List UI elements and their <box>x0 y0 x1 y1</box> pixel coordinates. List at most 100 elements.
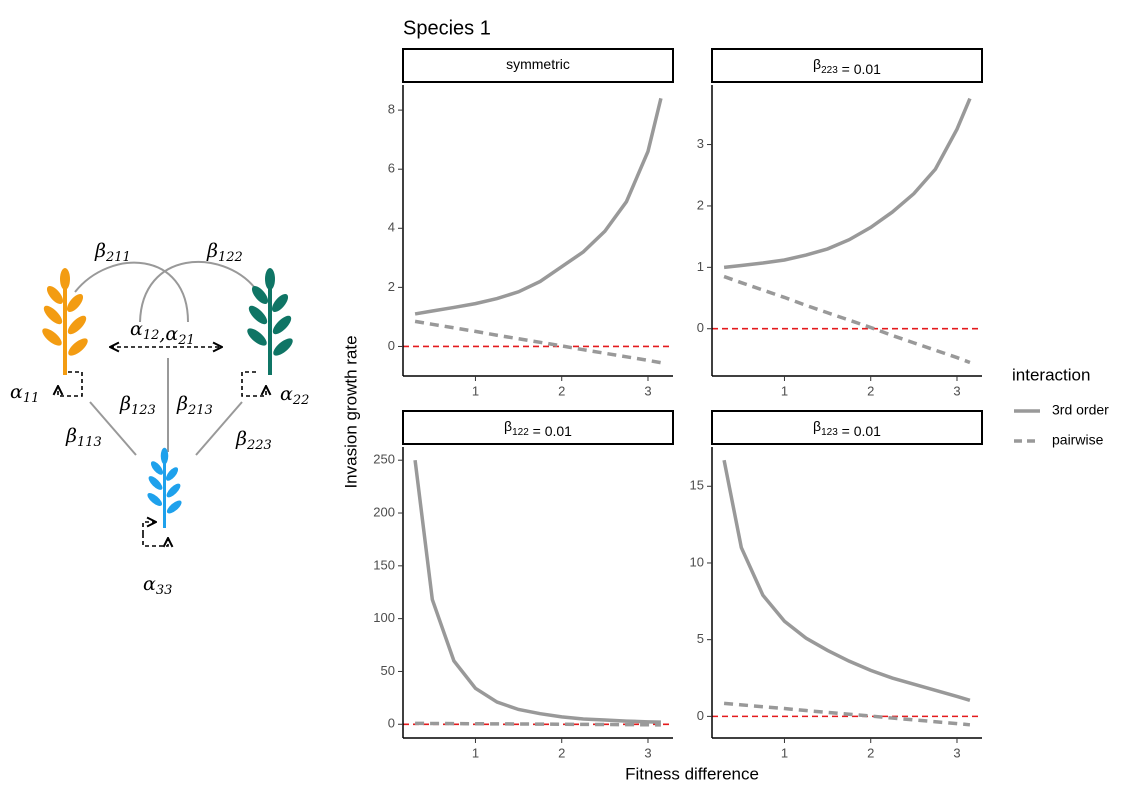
y-tick-label: 0 <box>388 716 395 731</box>
y-tick-label: 50 <box>381 663 395 678</box>
y-tick-label: 2 <box>697 197 704 212</box>
y-tick-label: 3 <box>697 136 704 151</box>
diagram-label-subscript: 223 <box>246 438 272 453</box>
y-tick-label: 250 <box>373 452 395 467</box>
facet-strip-label-subscript: 123 <box>821 427 838 438</box>
facet-strip-label-part: symmetric <box>506 56 570 72</box>
diagram-label-part: β <box>206 240 218 262</box>
facet-strip-label-subscript: 223 <box>821 65 838 76</box>
facet-strip <box>711 48 983 83</box>
plant-species-3 <box>143 446 186 530</box>
diagram-arrows <box>58 347 266 546</box>
facet-strip <box>402 48 674 83</box>
x-tick-label: 3 <box>644 383 651 398</box>
series-line <box>414 97 663 316</box>
diagram-label-subscript: 33 <box>156 583 173 598</box>
y-tick-label: 150 <box>373 557 395 572</box>
x-tick-label: 3 <box>953 745 960 760</box>
y-tick-label: 100 <box>373 610 395 625</box>
facet-strip-label: symmetric <box>506 56 570 72</box>
x-tick-label: 1 <box>472 383 479 398</box>
facet-strip-label: β122 = 0.01 <box>504 418 572 439</box>
diagram-label: β213 <box>176 393 213 418</box>
series-line <box>415 721 661 727</box>
y-tick-label: 2 <box>388 279 395 294</box>
series-line <box>413 459 661 724</box>
y-tick-label: 200 <box>373 504 395 519</box>
y-tick-label: 15 <box>690 478 704 493</box>
facet-strip-label-part: β <box>813 56 821 72</box>
diagram-label: β123 <box>119 393 156 418</box>
facet-strip-label-subscript: 122 <box>512 427 529 438</box>
series-line <box>723 701 971 727</box>
facet-strip <box>711 410 983 445</box>
x-tick-label: 3 <box>953 383 960 398</box>
diagram-label-part: α <box>143 573 156 595</box>
facet-strip <box>402 410 674 445</box>
x-tick-label: 2 <box>867 745 874 760</box>
figure-title: Species 1 <box>403 17 491 39</box>
diagram-label: β223 <box>235 428 272 453</box>
diagram-label: α22 <box>280 383 309 408</box>
x-tick-label: 2 <box>558 383 565 398</box>
x-tick-label: 2 <box>558 745 565 760</box>
diagram <box>37 260 298 546</box>
diagram-label-part: α <box>10 381 23 403</box>
diagram-label: β211 <box>94 240 131 265</box>
legend-title: interaction <box>1012 365 1090 384</box>
y-tick-label: 4 <box>388 220 395 235</box>
diagram-label-part: β <box>94 240 106 262</box>
diagram-label-part: β <box>176 393 188 415</box>
x-tick-label: 1 <box>781 383 788 398</box>
y-tick-label: 5 <box>697 631 704 646</box>
y-tick-label: 10 <box>690 554 704 569</box>
facet-strip-label-part: = 0.01 <box>838 423 881 439</box>
diagram-label: α11 <box>10 381 39 406</box>
diagram-label: α33 <box>143 573 172 598</box>
x-axis-title: Fitness difference <box>625 764 759 783</box>
x-tick-label: 1 <box>781 745 788 760</box>
facet-strip-label: β223 = 0.01 <box>813 56 881 77</box>
y-tick-label: 0 <box>388 338 395 353</box>
diagram-label-subscript: 211 <box>105 250 131 265</box>
y-tick-label: 0 <box>697 320 704 335</box>
diagram-label-subscript: 21 <box>177 333 195 348</box>
facet-strip-label-part: β <box>813 418 821 434</box>
diagram-label-part: β <box>235 428 247 450</box>
y-tick-label: 0 <box>697 708 704 723</box>
diagram-label-subscript: 22 <box>292 393 310 408</box>
x-tick-label: 2 <box>867 383 874 398</box>
facet-strip-label-part: = 0.01 <box>529 423 572 439</box>
diagram-label-part: β <box>65 425 77 447</box>
diagram-label-subscript: 122 <box>218 250 243 265</box>
facet-strip-label-part: = 0.01 <box>838 61 881 77</box>
diagram-label-part: β <box>119 393 131 415</box>
series-line <box>723 274 971 365</box>
facet-strip-label: β123 = 0.01 <box>813 418 881 439</box>
y-tick-label: 8 <box>388 102 395 117</box>
x-tick-label: 3 <box>644 745 651 760</box>
diagram-label-subscript: 113 <box>77 435 102 450</box>
diagram-label: β122 <box>206 240 243 265</box>
diagram-label-subscript: 12 <box>143 328 160 343</box>
diagram-label-subscript: 213 <box>187 403 213 418</box>
diagram-label-part: α <box>130 318 143 340</box>
legend-label: pairwise <box>1052 432 1104 448</box>
diagram-label-subscript: 11 <box>23 391 40 406</box>
series-line <box>414 319 662 365</box>
facet-strip-label-part: β <box>504 418 512 434</box>
legend-label: 3rd order <box>1052 402 1109 418</box>
series-line <box>723 97 972 270</box>
diagram-label-part: ,α <box>159 323 178 345</box>
series-line <box>722 459 971 702</box>
y-tick-label: 6 <box>388 161 395 176</box>
y-axis-title: Invasion growth rate <box>341 335 360 488</box>
diagram-label: β113 <box>65 425 102 450</box>
diagram-label-part: α <box>280 383 293 405</box>
diagram-label-subscript: 123 <box>131 403 156 418</box>
y-tick-label: 1 <box>697 259 704 274</box>
diagram-label: α12,α21 <box>130 318 195 348</box>
x-tick-label: 1 <box>472 745 479 760</box>
diagram-links <box>74 260 256 456</box>
